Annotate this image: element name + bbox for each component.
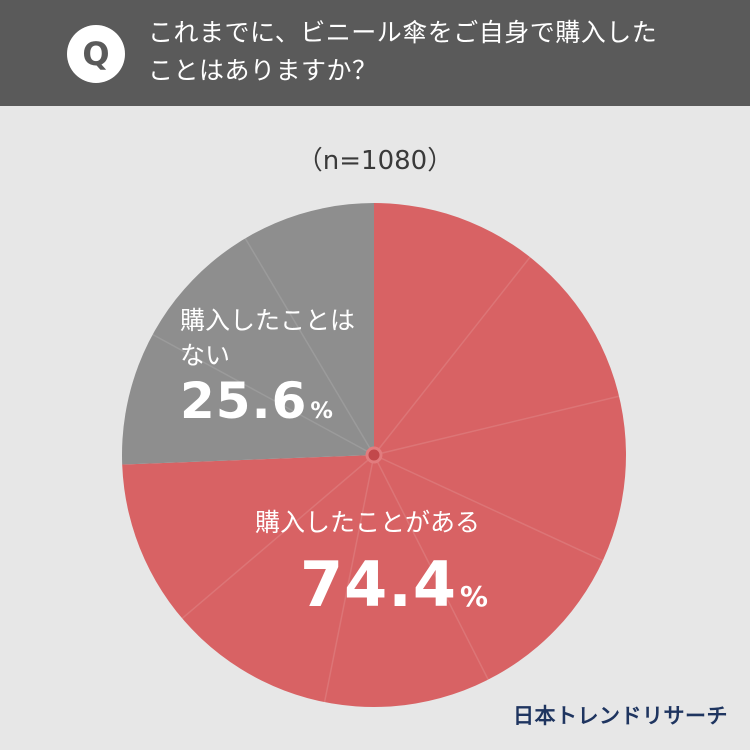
question-line-1: これまでに、ビニール傘をご自身で購入した <box>148 18 658 47</box>
umbrella-rib <box>181 454 375 619</box>
slice-label-no-line-2: ない <box>180 341 231 370</box>
question-line-2: ことはありますか？ <box>148 56 378 85</box>
umbrella-rib <box>373 454 604 562</box>
slice-value-no: 25.6% <box>180 373 334 439</box>
slice-value-yes-unit: % <box>459 580 489 613</box>
slice-label-no: 購入したことは ない <box>180 303 360 373</box>
slice-label-yes: 購入したことがある <box>255 508 481 537</box>
slice-label-no-line-1: 購入したことは <box>180 306 356 335</box>
umbrella-rib <box>373 454 489 680</box>
umbrella-center-cap <box>365 446 383 464</box>
question-badge: Q <box>67 25 125 83</box>
question-text: これまでに、ビニール傘をご自身で購入した ことはありますか？ <box>148 14 728 90</box>
header-bar: Q これまでに、ビニール傘をご自身で購入した ことはありますか？ <box>0 0 750 106</box>
umbrella-rib <box>152 333 375 456</box>
slice-value-yes-number: 74.4 <box>300 548 457 621</box>
umbrella-rib <box>244 237 375 456</box>
brand-logo-text: 日本トレンドリサーチ <box>513 704 728 728</box>
slice-value-yes: 74.4% <box>300 550 489 632</box>
sample-size: （n=1080） <box>296 146 454 176</box>
slice-value-no-number: 25.6 <box>180 372 308 430</box>
slice-value-no-unit: % <box>310 398 334 424</box>
umbrella-rib <box>323 454 375 703</box>
umbrella-rib <box>373 256 531 456</box>
umbrella-rib <box>373 395 620 456</box>
pie-slice-no <box>122 203 374 465</box>
